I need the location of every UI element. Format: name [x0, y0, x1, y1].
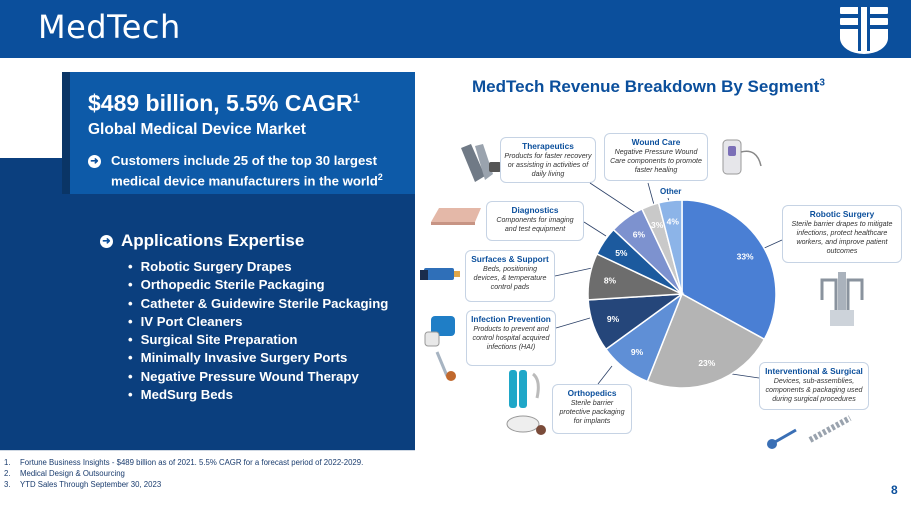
leader-line	[759, 239, 783, 251]
slice-label: 9%	[631, 347, 644, 357]
pie-slice-orthopedics	[604, 291, 684, 383]
slice-label: 8%	[604, 275, 617, 285]
market-headline: $489 billion, 5.5% CAGR1	[88, 90, 360, 116]
leader-line	[731, 373, 760, 379]
list-item: Catheter & Guidewire Sterile Packaging	[128, 295, 389, 313]
slice-label: 4%	[667, 216, 680, 226]
pie-slice-interventional-surgical	[646, 292, 766, 389]
pie-slice-surfaces-support	[587, 252, 683, 301]
orthopedic-implant-image	[506, 370, 546, 435]
surgical-robot-image	[820, 272, 864, 326]
slice-label: 3%	[651, 220, 664, 230]
footnote: 3. YTD Sales Through September 30, 2023	[4, 480, 162, 489]
company-logo-icon	[840, 7, 888, 54]
list-item: Minimally Invasive Surgery Ports	[128, 349, 388, 367]
callout-other: Other	[660, 187, 682, 196]
page-title: MedTech	[38, 8, 181, 46]
list-item: Negative Pressure Wound Therapy	[128, 368, 388, 386]
leader-line	[554, 267, 593, 277]
card-accent	[62, 72, 70, 194]
compression-garment-image	[461, 144, 501, 182]
customers-bullet: ➜ Customers include 25 of the top 30 lar…	[88, 153, 408, 189]
pie-slice-other	[657, 199, 683, 295]
pie-slice-wound-care	[640, 202, 683, 295]
arrow-circle-icon: ➜	[100, 235, 113, 249]
applications-list: Robotic Surgery Drapes Orthopedic Steril…	[128, 258, 389, 404]
slice-label: 33%	[737, 252, 754, 262]
leader-line	[589, 182, 641, 217]
market-summary-card	[62, 72, 415, 194]
pie-slice-diagnostics	[595, 228, 683, 295]
page-number: 8	[891, 483, 898, 497]
slice-labels-group: 33% 23% 9% 9% 8% 5% 6% 3% 4%	[604, 216, 754, 368]
callout-orthopedics: Orthopedics Sterile barrier protective p…	[552, 384, 632, 434]
leader-line	[583, 221, 607, 237]
list-item: IV Port Cleaners	[128, 313, 388, 331]
footnote: 1. Fortune Business Insights - $489 billi…	[4, 458, 364, 467]
pie-slice-robotic-surgery	[681, 199, 777, 341]
callout-robotic-surgery: Robotic Surgery Sterile barrier drapes t…	[782, 205, 902, 263]
callout-infection-prevention: Infection Prevention Products to prevent…	[466, 310, 556, 366]
footnotes: 1. Fortune Business Insights - $489 billi…	[4, 457, 363, 490]
positioning-device-image	[420, 268, 460, 280]
pie-slice-infection-prevention	[587, 293, 685, 351]
slices-group	[587, 199, 777, 389]
callout-wound-care: Wound Care Negative Pressure Wound Care …	[604, 133, 708, 181]
slice-label: 23%	[698, 358, 715, 368]
header-bar	[0, 0, 911, 58]
footnote: 2. Medical Design & Outsourcing	[4, 469, 125, 478]
divider	[0, 450, 415, 451]
callout-diagnostics: Diagnostics Components for imaging and t…	[486, 201, 584, 241]
imaging-pad-image	[431, 208, 481, 225]
leader-line	[555, 317, 591, 329]
list-item: Robotic Surgery Drapes	[128, 258, 388, 276]
list-item: Surgical Site Preparation	[128, 331, 388, 349]
callout-therapeutics: Therapeutics Products for faster recover…	[500, 137, 596, 183]
market-subheadline: Global Medical Device Market	[88, 121, 306, 138]
pie-slice-therapeutics	[612, 207, 683, 295]
list-item: MedSurg Beds	[128, 386, 388, 404]
leader-line	[647, 182, 657, 213]
chart-title: MedTech Revenue Breakdown By Segment3	[472, 77, 825, 96]
list-item: Orthopedic Sterile Packaging	[128, 276, 388, 294]
leader-line	[597, 365, 613, 385]
callout-interventional-surgical: Interventional & Surgical Devices, sub-a…	[759, 362, 869, 410]
applications-title: ➜ Applications Expertise	[100, 231, 304, 251]
surgical-device-image	[767, 415, 852, 449]
slice-label: 5%	[615, 248, 628, 258]
arrow-circle-icon: ➜	[88, 155, 101, 168]
leader-lines	[554, 182, 783, 385]
leader-line	[667, 197, 673, 213]
callout-surfaces-support: Surfaces & Support Beds, positioning dev…	[465, 250, 555, 302]
wound-device-image	[722, 139, 762, 175]
infection-wipes-image	[424, 316, 456, 381]
slice-label: 9%	[607, 314, 620, 324]
slice-label: 6%	[633, 230, 646, 240]
